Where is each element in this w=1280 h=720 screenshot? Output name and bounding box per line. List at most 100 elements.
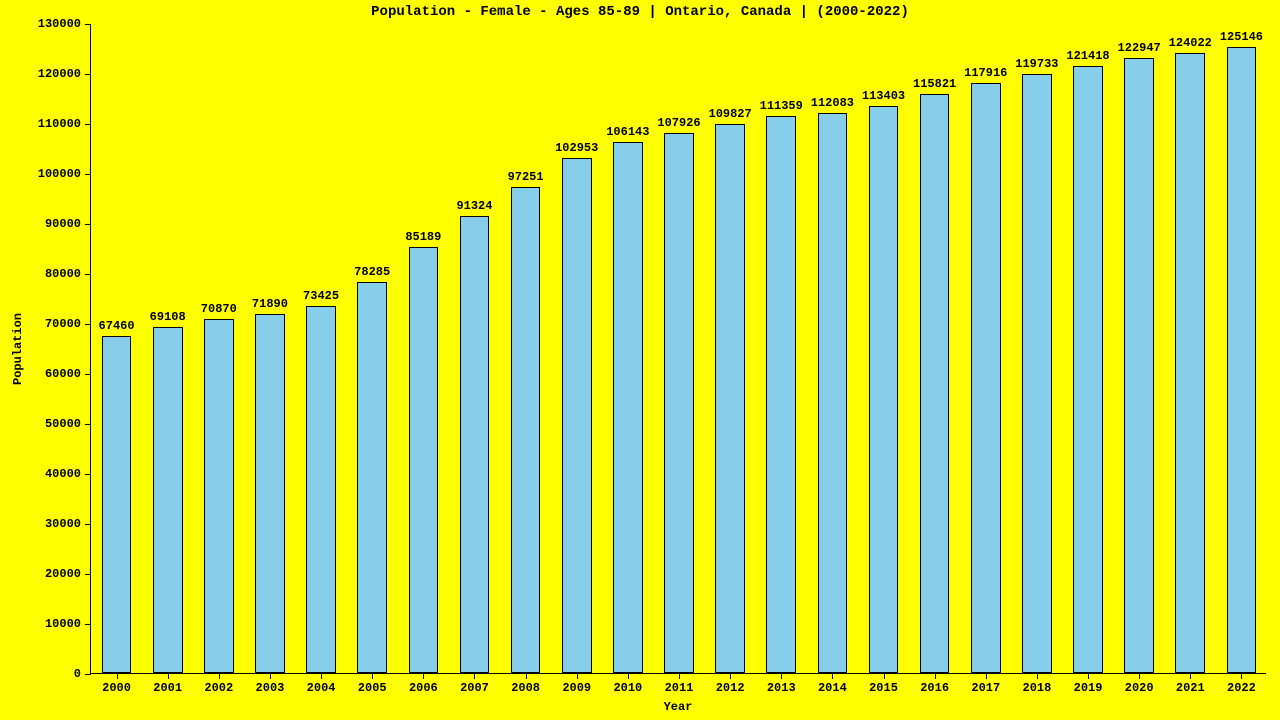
- x-tick: [1139, 673, 1140, 679]
- x-tick-label: 2000: [102, 681, 131, 695]
- bar: 106143: [613, 142, 643, 673]
- bar-value-label: 111359: [760, 99, 803, 113]
- x-tick: [526, 673, 527, 679]
- x-tick: [679, 673, 680, 679]
- bar: 113403: [869, 106, 899, 673]
- x-tick-label: 2021: [1176, 681, 1205, 695]
- x-tick: [168, 673, 169, 679]
- chart-container: Population - Female - Ages 85-89 | Ontar…: [0, 0, 1280, 720]
- y-axis-label: Population: [11, 313, 25, 385]
- x-tick-label: 2012: [716, 681, 745, 695]
- bar-value-label: 70870: [201, 302, 237, 316]
- bar-value-label: 67460: [99, 319, 135, 333]
- chart-title: Population - Female - Ages 85-89 | Ontar…: [0, 4, 1280, 20]
- x-tick-label: 2018: [1023, 681, 1052, 695]
- y-tick-label: 40000: [45, 467, 81, 481]
- y-tick-label: 60000: [45, 367, 81, 381]
- x-tick-label: 2014: [818, 681, 847, 695]
- bar: 78285: [357, 282, 387, 673]
- x-tick: [1088, 673, 1089, 679]
- y-tick-label: 90000: [45, 217, 81, 231]
- bar: 111359: [766, 116, 796, 673]
- x-tick: [832, 673, 833, 679]
- x-tick: [219, 673, 220, 679]
- bar-value-label: 69108: [150, 310, 186, 324]
- x-tick-label: 2015: [869, 681, 898, 695]
- bar: 73425: [306, 306, 336, 673]
- x-tick-label: 2022: [1227, 681, 1256, 695]
- x-tick: [117, 673, 118, 679]
- x-tick: [1037, 673, 1038, 679]
- x-tick-label: 2006: [409, 681, 438, 695]
- bar-value-label: 73425: [303, 289, 339, 303]
- x-tick-label: 2010: [613, 681, 642, 695]
- bar: 119733: [1022, 74, 1052, 673]
- y-tick-label: 10000: [45, 617, 81, 631]
- x-tick-label: 2001: [153, 681, 182, 695]
- x-tick-label: 2004: [307, 681, 336, 695]
- bar: 115821: [920, 94, 950, 673]
- x-tick-label: 2007: [460, 681, 489, 695]
- x-tick-label: 2002: [204, 681, 233, 695]
- x-tick: [270, 673, 271, 679]
- x-tick: [372, 673, 373, 679]
- bar: 121418: [1073, 66, 1103, 673]
- bar: 91324: [460, 216, 490, 673]
- bar-value-label: 121418: [1066, 49, 1109, 63]
- x-axis-label: Year: [664, 700, 693, 714]
- x-tick-label: 2011: [665, 681, 694, 695]
- x-tick-label: 2008: [511, 681, 540, 695]
- bars-layer: 67460 69108 70870 71890 73425 78285 85189 91324…: [91, 24, 1266, 673]
- bar: 102953: [562, 158, 592, 673]
- bar-value-label: 78285: [354, 265, 390, 279]
- x-tick-label: 2009: [562, 681, 591, 695]
- x-tick-label: 2003: [256, 681, 285, 695]
- bar-value-label: 71890: [252, 297, 288, 311]
- bar: 71890: [255, 314, 285, 673]
- x-tick: [884, 673, 885, 679]
- bar-value-label: 102953: [555, 141, 598, 155]
- x-tick: [1241, 673, 1242, 679]
- bar: 125146: [1227, 47, 1257, 673]
- bar-value-label: 109827: [709, 107, 752, 121]
- bar-value-label: 117916: [964, 66, 1007, 80]
- x-tick: [935, 673, 936, 679]
- y-tick-label: 120000: [38, 67, 81, 81]
- y-tick-label: 50000: [45, 417, 81, 431]
- x-tick-label: 2016: [920, 681, 949, 695]
- bar-value-label: 106143: [606, 125, 649, 139]
- y-tick-label: 0: [74, 667, 81, 681]
- bar: 69108: [153, 327, 183, 673]
- x-tick: [730, 673, 731, 679]
- bar: 124022: [1175, 53, 1205, 673]
- x-tick: [321, 673, 322, 679]
- x-tick-label: 2005: [358, 681, 387, 695]
- y-tick-label: 100000: [38, 167, 81, 181]
- bar-value-label: 125146: [1220, 30, 1263, 44]
- bar: 122947: [1124, 58, 1154, 673]
- bar-value-label: 119733: [1015, 57, 1058, 71]
- bar: 70870: [204, 319, 234, 673]
- x-tick: [423, 673, 424, 679]
- bar: 85189: [409, 247, 439, 673]
- bar-value-label: 91324: [456, 199, 492, 213]
- bar: 117916: [971, 83, 1001, 673]
- bar-value-label: 113403: [862, 89, 905, 103]
- bar-value-label: 107926: [657, 116, 700, 130]
- bar-value-label: 85189: [405, 230, 441, 244]
- y-tick-label: 80000: [45, 267, 81, 281]
- y-tick: [85, 674, 91, 675]
- x-tick-label: 2017: [971, 681, 1000, 695]
- x-tick: [781, 673, 782, 679]
- bar: 107926: [664, 133, 694, 673]
- bar-value-label: 115821: [913, 77, 956, 91]
- x-tick-label: 2013: [767, 681, 796, 695]
- bar: 67460: [102, 336, 132, 673]
- bar-value-label: 97251: [508, 170, 544, 184]
- y-tick-label: 70000: [45, 317, 81, 331]
- bar-value-label: 122947: [1118, 41, 1161, 55]
- y-tick-label: 110000: [38, 117, 81, 131]
- y-tick-label: 20000: [45, 567, 81, 581]
- bar: 112083: [818, 113, 848, 673]
- bar: 97251: [511, 187, 541, 673]
